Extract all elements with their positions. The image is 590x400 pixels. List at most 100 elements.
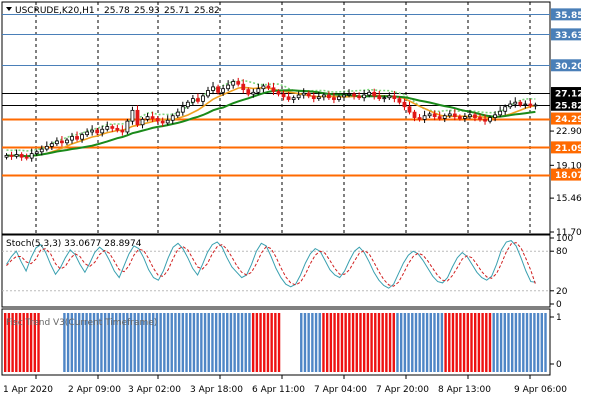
fisher-bar [211, 313, 214, 372]
fisher-bar [18, 313, 22, 372]
time-tick-label: 7 Apr 20:00 [376, 385, 429, 395]
fisher-bar [126, 313, 129, 372]
fisher-bar [166, 313, 170, 372]
fisher-bar [337, 313, 340, 372]
fisher-bar [462, 313, 466, 372]
candle-body [392, 95, 397, 100]
fisher-bar [200, 313, 203, 372]
fisher-bar [196, 313, 199, 372]
candle-body [180, 106, 185, 113]
fisher-bar [107, 313, 111, 372]
candle-body [236, 81, 241, 85]
candle-body [528, 103, 533, 107]
candle-body [140, 118, 145, 126]
fisher-bar [159, 313, 162, 372]
candle-body [90, 129, 95, 133]
symbol-dropdown-icon[interactable] [6, 7, 12, 11]
price-tag [551, 59, 581, 72]
fisher-bar [96, 313, 99, 372]
fisher-bar [374, 313, 377, 372]
candlesticks [4, 77, 538, 162]
fisher-bar [189, 313, 192, 372]
price-tag [551, 141, 581, 154]
fisher-bar [529, 313, 532, 372]
fisher-bar [152, 313, 155, 372]
fisher-bar [510, 313, 514, 372]
fisher-bar [425, 313, 429, 372]
fisher-bar [81, 313, 85, 372]
price-tick-label: 11.70 [556, 228, 582, 238]
candle-body [165, 119, 170, 124]
fisher-bar [177, 313, 181, 372]
candle-body [105, 126, 110, 130]
candle-body [276, 91, 281, 95]
fisher-bar [78, 313, 81, 372]
candle-body [508, 103, 513, 108]
fisher-bar [163, 313, 166, 372]
stoch-d-line [6, 242, 537, 287]
fisher-bar [485, 313, 488, 372]
fisher-bar [15, 313, 18, 372]
fisher-bar [89, 313, 92, 372]
fisher-bar [74, 313, 77, 372]
candle-body [352, 93, 356, 97]
candle-body [125, 120, 130, 133]
candle-body [39, 148, 44, 153]
candle-body [518, 101, 523, 106]
price-tag [551, 112, 581, 125]
candle-body [196, 98, 200, 102]
fisher-bar [277, 313, 281, 372]
candle-body [316, 96, 321, 100]
candle-body [19, 154, 24, 158]
fisher-bar [381, 313, 384, 372]
fisher-bar [348, 313, 351, 372]
candle-body [432, 113, 437, 118]
fisher-bar [536, 313, 540, 372]
fisher-bar [11, 313, 14, 372]
candle-body [311, 95, 316, 100]
candle-body [447, 113, 452, 117]
fisher-axis: 10 [550, 313, 562, 370]
candle-body [175, 111, 180, 117]
time-tick-label: 7 Apr 04:00 [314, 385, 367, 395]
fisher-bar [388, 313, 392, 372]
fisher-bar [270, 313, 273, 372]
candle-body [170, 115, 175, 121]
candle-body [85, 131, 90, 136]
fisher-bar [33, 313, 37, 372]
price-tag-label: 30.20 [555, 62, 583, 72]
candle-body [513, 101, 518, 105]
fisher-bar [488, 313, 492, 372]
price-tick-label: 22.90 [556, 127, 582, 137]
candle-body [34, 151, 39, 154]
fisher-bar [448, 313, 451, 372]
fisher-bar [92, 313, 96, 372]
candle-body [185, 101, 190, 108]
fisher-bar [137, 313, 140, 372]
candle-body [291, 97, 296, 100]
fisher-bar [207, 313, 210, 372]
candle-body [60, 140, 64, 144]
candle-body [150, 116, 155, 119]
candle-body [503, 106, 508, 112]
price-tag [551, 87, 581, 100]
fisher-bar [451, 313, 455, 372]
fisher-bar [100, 313, 103, 372]
candle-body [49, 143, 54, 147]
fisher-bar [544, 313, 547, 372]
fisher-bar [115, 313, 118, 372]
candle-body [301, 92, 306, 96]
fisher-bar [214, 313, 218, 372]
ohlc-close: 25.82 [194, 6, 220, 16]
price-tag-label: 33.63 [555, 31, 583, 41]
symbol-label: USCRUDE,K20,H1 [15, 6, 95, 16]
fisher-bar [140, 313, 144, 372]
fisher-bar [333, 313, 336, 372]
time-tick-label: 8 Apr 13:00 [438, 385, 491, 395]
fisher-bar [499, 313, 503, 372]
candle-body [342, 94, 346, 98]
fisher-bar [370, 313, 373, 372]
candle-body [251, 91, 256, 95]
ma-dotted-line [6, 79, 536, 152]
price-tag [551, 168, 581, 181]
